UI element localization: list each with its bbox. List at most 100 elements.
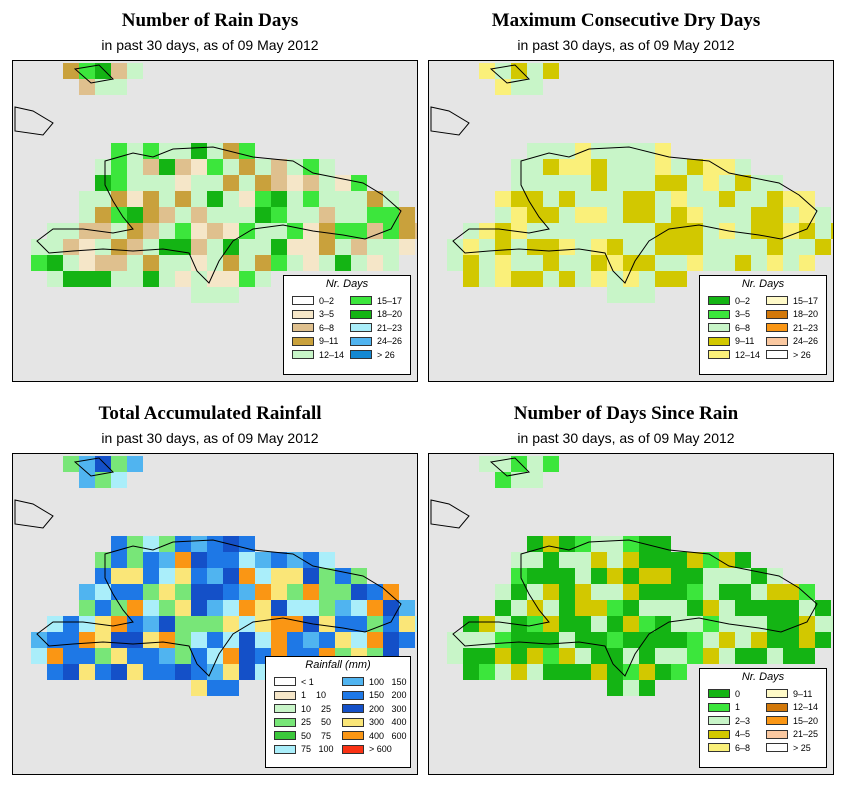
grid-cell — [351, 568, 367, 584]
grid-cell — [79, 79, 95, 95]
grid-cell — [287, 239, 303, 255]
grid-cell — [479, 456, 495, 472]
grid-cell — [703, 207, 719, 223]
grid-cell — [191, 552, 207, 568]
grid-cell — [751, 648, 767, 664]
grid-cell — [223, 159, 239, 175]
grid-cell — [127, 632, 143, 648]
grid-cell — [655, 568, 671, 584]
legend-item: 150 200 — [342, 690, 407, 701]
grid-cell — [575, 664, 591, 680]
legend-label: 300 400 — [369, 717, 407, 727]
grid-cell — [719, 584, 735, 600]
grid-cell — [687, 616, 703, 632]
grid-cell — [783, 239, 799, 255]
grid-cell — [559, 143, 575, 159]
legend-swatch — [708, 296, 730, 305]
hispaniola-map — [14, 63, 417, 303]
grid-cell — [623, 239, 639, 255]
grid-cell — [543, 143, 559, 159]
grid-cell — [159, 207, 175, 223]
grid-cell — [831, 223, 833, 239]
grid-cell — [191, 600, 207, 616]
grid-cell — [143, 271, 159, 287]
grid-cell — [175, 223, 191, 239]
grid-cell — [95, 159, 111, 175]
grid-cell — [511, 648, 527, 664]
legend-item: 300 400 — [342, 717, 407, 728]
grid-cell — [351, 600, 367, 616]
grid-cell — [239, 664, 255, 680]
legend-label: 1 — [735, 702, 741, 712]
grid-cell — [511, 223, 527, 239]
grid-cell — [671, 552, 687, 568]
grid-cell — [735, 632, 751, 648]
grid-cell — [207, 143, 223, 159]
grid-cell — [703, 648, 719, 664]
grid-cell — [511, 456, 527, 472]
grid-cell — [495, 79, 511, 95]
grid-cell — [239, 632, 255, 648]
grid-cell — [95, 472, 111, 488]
grid-cell — [655, 632, 671, 648]
grid-cell — [495, 584, 511, 600]
grid-cell — [527, 472, 543, 488]
grid-cell — [79, 472, 95, 488]
grid-cell — [543, 456, 559, 472]
grid-cell — [575, 552, 591, 568]
grid-cell — [79, 271, 95, 287]
grid-cell — [751, 175, 767, 191]
grid-cell — [335, 568, 351, 584]
grid-cell — [703, 600, 719, 616]
grid-cell — [159, 616, 175, 632]
grid-cell — [591, 191, 607, 207]
grid-cell — [175, 536, 191, 552]
grid-cell — [671, 239, 687, 255]
grid-cell — [639, 223, 655, 239]
grid-cell — [591, 568, 607, 584]
legend-swatch — [292, 309, 314, 319]
grid-cell — [223, 568, 239, 584]
grid-cell — [399, 600, 415, 616]
grid-cell — [703, 255, 719, 271]
grid-cell — [63, 632, 79, 648]
grid-cell — [815, 207, 831, 223]
grid-cell — [335, 239, 351, 255]
legend-item: 0–2 — [708, 295, 750, 306]
grid-cell — [287, 191, 303, 207]
grid-cell — [143, 191, 159, 207]
grid-cell — [767, 207, 783, 223]
grid-cell — [543, 175, 559, 191]
grid-cell — [383, 255, 399, 271]
grid-cell — [191, 536, 207, 552]
grid-cell — [47, 223, 63, 239]
grid-cell — [751, 600, 767, 616]
grid-cell — [671, 600, 687, 616]
grid-cell — [335, 207, 351, 223]
grid-cell — [63, 63, 79, 79]
grid-cell — [623, 664, 639, 680]
grid-cell — [143, 223, 159, 239]
legend-item: > 600 — [342, 744, 392, 755]
grid-cell — [607, 191, 623, 207]
grid-cell — [607, 584, 623, 600]
grid-cell — [175, 143, 191, 159]
grid-cell — [511, 79, 527, 95]
grid-cell — [671, 616, 687, 632]
grid-cell — [719, 255, 735, 271]
grid-cell — [143, 664, 159, 680]
grid-cell — [639, 584, 655, 600]
grid-cell — [207, 536, 223, 552]
legend-swatch — [350, 336, 372, 346]
grid-cell — [47, 648, 63, 664]
grid-cell — [575, 584, 591, 600]
grid-cell — [783, 207, 799, 223]
grid-cell — [159, 255, 175, 271]
grid-cell — [127, 568, 143, 584]
grid-cell — [287, 255, 303, 271]
grid-cell — [735, 648, 751, 664]
legend-label: 21–23 — [377, 322, 403, 333]
grid-cell — [223, 648, 239, 664]
hispaniola-map — [430, 63, 833, 303]
grid-cell — [79, 456, 95, 472]
